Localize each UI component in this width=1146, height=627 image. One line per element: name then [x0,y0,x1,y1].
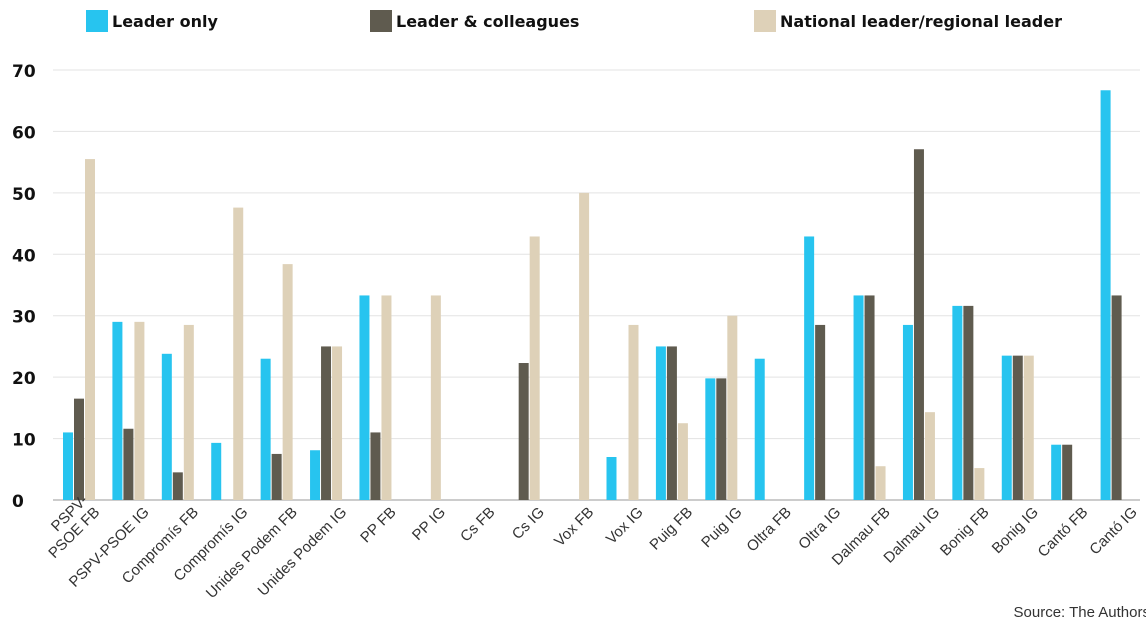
bar-pspv-psoe-fb-series-2 [85,159,95,501]
source-note: Source: The Authors [1013,604,1146,621]
bar-unides-podem-fb-series-1 [271,453,282,500]
legend-label-leader-colleagues: Leader & colleagues [396,11,580,31]
y-tick-label: 70 [12,62,36,82]
bar-unides-podem-ig-series-1 [321,346,332,500]
bar-cant-fb-series-0 [1051,444,1062,500]
gridlines [53,69,1140,501]
x-tick-label: Puig IG [698,504,745,551]
y-tick-label: 60 [12,123,36,143]
bar-oltra-ig-series-0 [804,236,815,500]
bar-comprom-s-fb-series-1 [172,472,183,500]
bar-oltra-fb-series-0 [754,358,765,500]
y-tick-label: 30 [12,308,36,328]
bar-cs-ig-series-1 [518,363,529,500]
bar-bonig-fb-series-1 [963,305,974,500]
bar-dalmau-ig-series-1 [913,149,924,500]
legend-item-leader-colleagues: Leader & colleagues [370,9,579,33]
bar-oltra-ig-series-1 [815,324,826,500]
bar-cs-ig-series-2 [529,236,540,500]
bar-comprom-s-fb-series-0 [161,353,172,500]
bar-pp-fb-series-2 [381,295,392,500]
y-axis-ticks: 0 10 20 30 40 50 60 70 [12,62,36,512]
bar-dalmau-fb-series-1 [864,295,875,500]
bar-puig-fb-series-0 [655,346,666,500]
x-tick-label: PP IG [409,504,449,544]
bar-comprom-s-ig-series-2 [233,207,244,500]
legend-item-leader-only: Leader only [86,9,218,33]
bar-cant-fb-series-1 [1062,444,1073,500]
bar-pspv-psoe-fb-series-1 [74,398,84,500]
y-tick-label: 10 [12,431,36,451]
bar-pp-fb-series-1 [370,432,381,500]
bar-comprom-s-fb-series-2 [183,324,194,500]
bar-puig-fb-series-1 [666,346,677,500]
bars [63,90,1122,501]
x-tick-label: Cs IG [509,504,548,543]
bar-bonig-fb-series-0 [952,305,963,500]
bar-pp-ig-series-2 [430,295,441,500]
x-tick-label: Cs FB [457,504,498,545]
bar-unides-podem-fb-series-0 [260,358,271,500]
bar-bonig-ig-series-1 [1012,355,1023,500]
bar-vox-ig-series-2 [628,324,639,500]
bar-puig-ig-series-2 [727,315,738,500]
bar-unides-podem-ig-series-2 [332,346,343,500]
x-tick-label: Unides Podem IG [255,504,351,600]
bar-puig-fb-series-2 [677,423,688,500]
x-tick-label: PP FB [357,504,399,546]
bar-pp-fb-series-0 [359,295,370,500]
bar-pspv-psoe-ig-series-0 [112,321,123,500]
bar-unides-podem-fb-series-2 [282,264,293,500]
bar-pspv-psoe-ig-series-2 [134,321,145,500]
x-tick-label: Unides Podem FB [203,504,301,602]
bar-dalmau-ig-series-0 [902,324,913,500]
x-tick-label: Cantó IG [1086,504,1140,558]
bar-cant-ig-series-0 [1100,90,1111,501]
bar-puig-ig-series-1 [716,378,727,500]
bar-pspv-psoe-ig-series-1 [123,428,134,500]
x-tick-label: Puig FB [646,504,696,554]
bar-puig-ig-series-0 [705,378,716,500]
legend-swatch-leader-colleagues [370,10,392,32]
bar-bonig-ig-series-0 [1001,355,1012,500]
x-tick-label: Bonig FB [937,504,993,560]
legend-label-national-leader: National leader/regional leader [780,11,1062,31]
legend-swatch-national-leader [754,10,776,32]
legend-label-leader-only: Leader only [112,11,218,31]
bar-dalmau-ig-series-2 [924,412,935,500]
bar-unides-podem-ig-series-0 [310,450,321,500]
bar-vox-fb-series-2 [579,192,590,500]
bar-comprom-s-ig-series-0 [211,442,222,500]
bar-pspv-psoe-fb-series-0 [63,432,73,500]
bar-vox-ig-series-0 [606,457,617,500]
bar-bonig-ig-series-2 [1023,355,1034,500]
y-tick-label: 20 [12,369,36,389]
x-tick-label: Cantó FB [1035,504,1092,561]
bar-bonig-fb-series-2 [974,468,985,500]
bar-dalmau-fb-series-2 [875,466,886,500]
x-tick-label: Oltra IG [795,504,844,553]
x-tick-label: Vox FB [551,504,597,550]
y-tick-label: 40 [12,246,36,266]
bar-cant-ig-series-1 [1111,295,1122,500]
x-tick-label: Oltra FB [743,504,795,556]
y-tick-label: 0 [12,492,24,512]
legend-item-national-leader: National leader/regional leader [754,9,1062,33]
y-tick-label: 50 [12,185,36,205]
legend-swatch-leader-only [86,10,108,32]
bar-dalmau-fb-series-0 [853,295,864,500]
x-tick-label: Vox IG [603,504,647,548]
